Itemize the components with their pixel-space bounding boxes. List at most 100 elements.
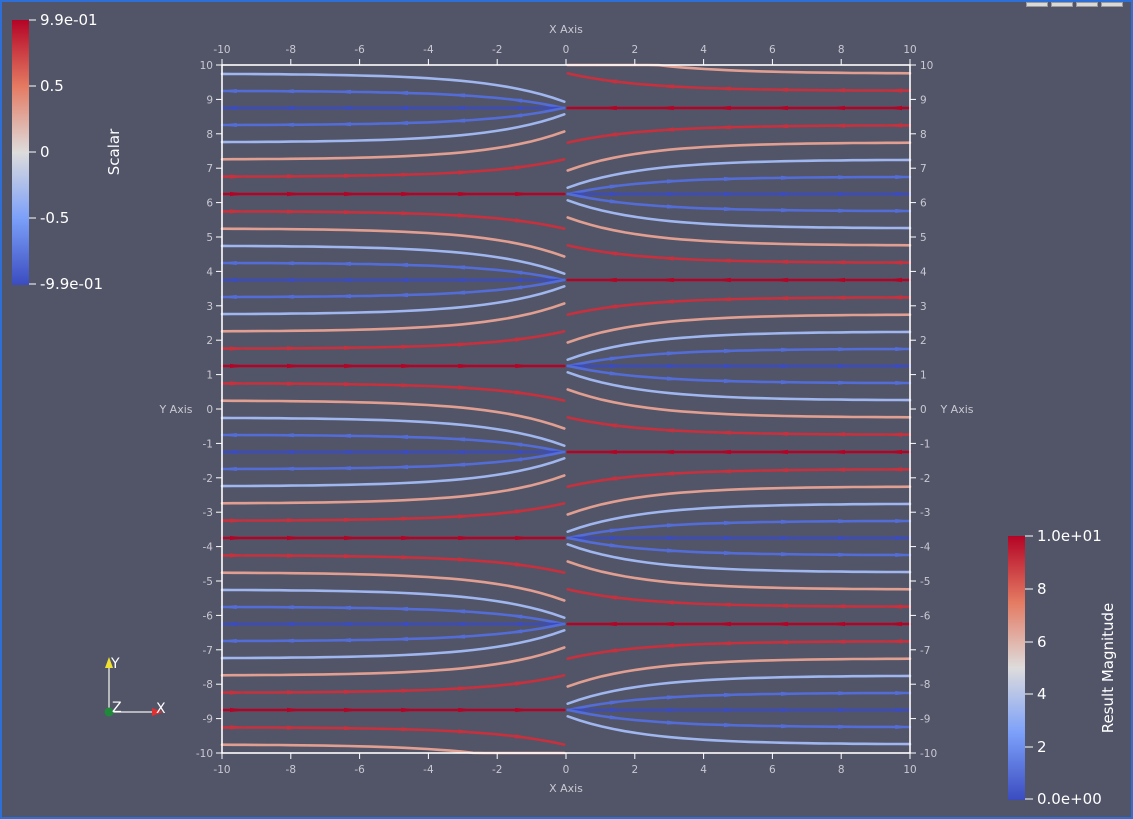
arrow-glyph <box>401 727 418 732</box>
y-tick-label-right: 1 <box>920 370 927 382</box>
arrow-glyph <box>448 265 466 270</box>
x-ticks-bottom: -10 -8 -6 -4 -2 0 2 4 6 8 10 <box>213 753 917 776</box>
y-tick-label-right: -5 <box>920 576 930 588</box>
y-tick-label-left: -8 <box>203 679 213 691</box>
y-tick-label-left: 7 <box>206 163 213 175</box>
arrow-glyph <box>333 105 351 111</box>
arrow-glyph <box>771 431 788 436</box>
arrow-glyph <box>401 191 419 197</box>
arrow-glyph <box>600 132 617 137</box>
arrow-glyph <box>334 466 351 471</box>
arrow-glyph <box>895 519 912 524</box>
maximize-button[interactable] <box>1076 2 1098 7</box>
arrow-glyph <box>714 469 731 474</box>
magnitude-color-legend[interactable]: 1.0e+01 8 6 4 2 0.0e+00 Result Magnitude <box>1008 527 1117 808</box>
arrow-glyph <box>344 345 361 350</box>
arrow-glyph <box>781 208 798 213</box>
magnitude-min-label: 0.0e+00 <box>1037 790 1102 808</box>
axes-box <box>221 64 911 754</box>
arrow-glyph <box>276 621 294 627</box>
arrow-glyph <box>220 294 237 299</box>
arrow-glyph <box>713 621 731 627</box>
arrow-glyph <box>505 113 523 118</box>
arrow-glyph <box>276 277 294 283</box>
arrow-glyph <box>600 476 617 481</box>
arrow-glyph <box>827 621 845 627</box>
magnitude-legend-title: Result Magnitude <box>1099 603 1117 734</box>
streamline <box>566 158 912 189</box>
y-tick-label-left: 6 <box>206 198 213 210</box>
arrow-glyph <box>600 595 617 600</box>
arrow-glyph <box>781 175 798 180</box>
arrow-glyph <box>220 466 237 471</box>
arrow-glyph <box>277 261 294 266</box>
arrow-glyph <box>391 292 408 298</box>
y-tick-label-right: 4 <box>920 266 927 278</box>
magnitude-color-bar <box>1008 536 1025 800</box>
arrow-glyph <box>724 550 741 556</box>
arrow-glyph <box>884 277 902 283</box>
arrow-glyph <box>458 342 475 347</box>
y-tick-label-right: 5 <box>920 232 927 244</box>
arrow-glyph <box>599 277 617 283</box>
streamline <box>220 588 566 619</box>
arrow-glyph <box>287 707 305 713</box>
arrow-glyph <box>895 191 913 197</box>
streamline <box>220 227 566 258</box>
arrow-glyph <box>657 471 674 476</box>
arrow-glyph <box>515 363 533 369</box>
arrow-glyph <box>230 346 247 351</box>
arrow-glyph <box>600 251 617 256</box>
close-view-button[interactable] <box>1101 2 1123 7</box>
arrow-glyph <box>515 562 532 567</box>
arrow-glyph <box>600 648 617 653</box>
arrow-glyph <box>724 520 741 526</box>
arrow-glyph <box>609 184 627 189</box>
arrow-glyph <box>230 725 247 730</box>
arrow-glyph <box>724 378 741 384</box>
arrow-glyph <box>771 468 788 473</box>
arrow-glyph <box>609 543 627 548</box>
arrow-glyph <box>828 88 845 93</box>
streamline <box>566 485 912 516</box>
arrow-glyph <box>895 208 912 213</box>
arrow-glyph <box>220 122 237 127</box>
y-tick-label-right: 0 <box>920 404 927 416</box>
arrow-glyph <box>230 209 247 214</box>
arrow-glyph <box>448 437 466 442</box>
arrow-glyph <box>390 277 408 283</box>
orientation-y-arrow <box>105 657 113 668</box>
streamline <box>220 330 566 350</box>
arrow-glyph <box>884 449 902 455</box>
arrow-glyph <box>599 621 617 627</box>
arrow-glyph <box>827 105 845 111</box>
streamline <box>566 674 912 705</box>
streamline <box>220 554 566 574</box>
x-tick-label-top: -10 <box>213 44 230 56</box>
arrow-glyph <box>505 614 523 619</box>
arrow-glyph <box>230 174 247 179</box>
split-vertical-button[interactable] <box>1051 2 1073 7</box>
y-tick-label-right: 9 <box>920 94 927 106</box>
arrow-glyph <box>666 204 684 209</box>
scalar-min-label: -9.9e-01 <box>40 275 103 293</box>
split-horizontal-button[interactable] <box>1026 2 1048 7</box>
arrow-glyph <box>448 609 466 614</box>
scalar-color-legend[interactable]: 9.9e-01 0.5 0 -0.5 -9.9e-01 Scalar <box>12 11 123 293</box>
arrow-glyph <box>515 535 533 541</box>
arrow-glyph <box>515 218 532 223</box>
arrow-glyph <box>656 449 674 455</box>
arrow-glyph <box>885 639 902 644</box>
arrow-glyph <box>781 363 799 369</box>
arrow-glyph <box>895 707 913 713</box>
arrow-glyph <box>220 433 237 438</box>
arrow-glyph <box>599 449 617 455</box>
arrow-glyph <box>781 519 798 524</box>
y-tick-label-left: 2 <box>206 335 213 347</box>
streamlines <box>220 63 912 755</box>
arrow-glyph <box>277 638 294 643</box>
streamline <box>566 72 912 92</box>
